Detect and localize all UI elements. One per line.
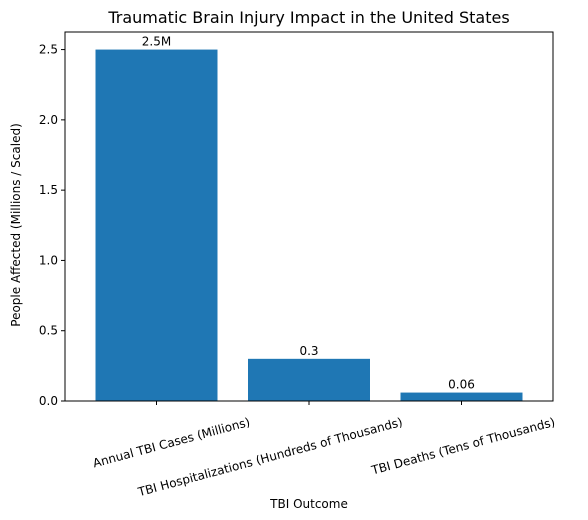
y-tick-label-1: 0.0: [39, 394, 58, 408]
bars-group: [95, 49, 523, 401]
bar-1: [95, 49, 218, 401]
chart-title: Traumatic Brain Injury Impact in the Uni…: [107, 8, 509, 27]
data-label-2: 0.3: [299, 344, 318, 358]
y-axis: 0.0 0.5 1.0 1.5 2.0 2.5: [39, 43, 65, 408]
y-tick-label-3: 1.0: [39, 253, 58, 267]
plot-frame: [64, 31, 554, 402]
data-labels-group: 2.5M 0.3 0.06: [142, 35, 475, 392]
bar-3: [400, 392, 523, 401]
y-tick-label-5: 2.0: [39, 113, 58, 127]
data-label-3: 0.06: [448, 378, 475, 392]
y-tick-label-6: 2.5: [39, 43, 58, 57]
x-axis-label: TBI Outcome: [269, 497, 348, 511]
y-tick-label-4: 1.5: [39, 183, 58, 197]
data-label-1: 2.5M: [142, 35, 171, 49]
y-axis-label: People Affected (Millions / Scaled): [9, 123, 23, 326]
y-tick-label-2: 0.5: [39, 324, 58, 338]
bar-2: [248, 358, 370, 401]
